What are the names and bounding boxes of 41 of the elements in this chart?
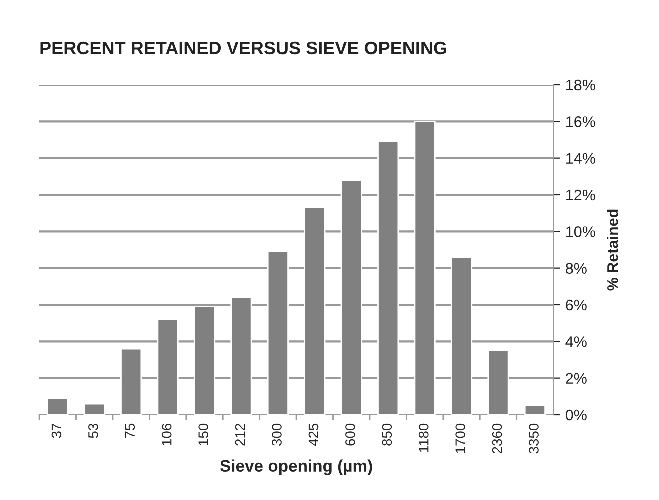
x-tick-label: 75 [125, 424, 136, 438]
x-tick-label: 425 [308, 424, 319, 446]
y-axis-title: % Retained [607, 210, 618, 291]
x-tick-label: 1700 [456, 424, 466, 454]
x-tick-label: 212 [235, 424, 246, 446]
y-tick-label: 4% [566, 336, 587, 348]
chart-title: PERCENT RETAINED VERSUS SIEVE OPENING [40, 42, 446, 55]
y-tick-label: 8% [566, 263, 587, 274]
y-tick-label: 6% [566, 300, 587, 311]
x-tick-label: 150 [198, 424, 208, 446]
y-tick-label: 16% [566, 116, 596, 128]
y-tick-label: 10% [566, 226, 596, 238]
bar [267, 251, 289, 415]
x-tick-label: 300 [272, 424, 282, 446]
bar [304, 207, 326, 415]
bar [120, 348, 142, 415]
x-tick-label: 53 [88, 424, 98, 438]
y-tick-label: 18% [566, 80, 596, 91]
x-tick-label: 37 [52, 424, 62, 438]
bar [524, 405, 546, 415]
y-tick-label: 2% [566, 373, 587, 384]
bar [157, 318, 179, 415]
y-tick-label: 12% [566, 190, 596, 201]
bar [194, 306, 216, 415]
bar [378, 141, 400, 415]
bar [488, 350, 510, 415]
x-tick-label: 3350 [529, 424, 539, 454]
x-tick-label: 850 [382, 424, 392, 446]
bar [450, 256, 473, 415]
bar [47, 398, 69, 415]
bar [230, 296, 252, 415]
y-tick-label: 14% [566, 153, 596, 164]
bar [84, 403, 106, 415]
x-axis-title: Sieve opening (µm) [220, 460, 372, 476]
x-tick-label: 2360 [492, 424, 502, 454]
bar [414, 120, 436, 415]
x-tick-label: 1180 [418, 424, 429, 452]
bar [340, 180, 362, 415]
x-tick-label: 600 [346, 424, 356, 446]
y-tick-label: 0% [566, 410, 587, 421]
x-tick-label: 106 [162, 424, 172, 446]
